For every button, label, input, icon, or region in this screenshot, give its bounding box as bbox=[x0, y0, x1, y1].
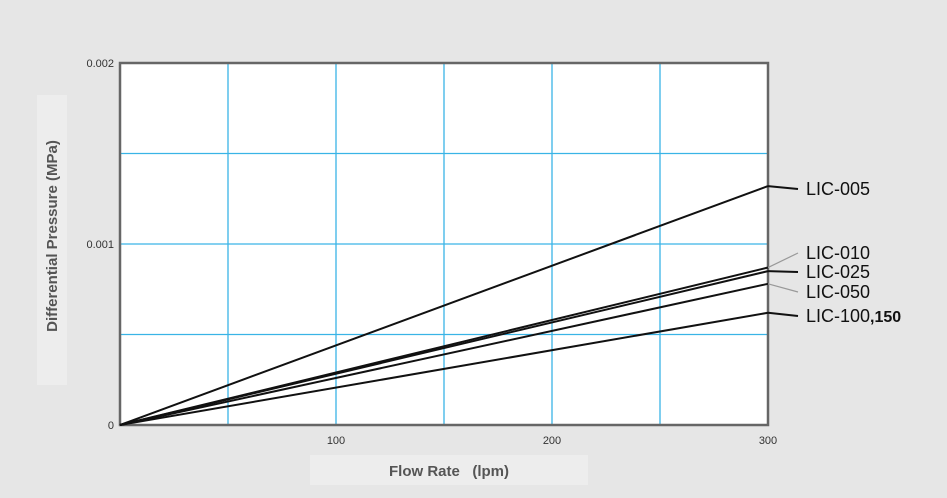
y-tick-label: 0.002 bbox=[86, 58, 114, 70]
series-label-leader bbox=[767, 185, 799, 190]
series-line bbox=[119, 185, 769, 426]
series-label: LIC-010 bbox=[806, 243, 870, 263]
y-tick-label: 0.001 bbox=[86, 239, 114, 251]
x-axis-label: Flow Rate (lpm) bbox=[389, 463, 509, 480]
x-tick-label: 100 bbox=[327, 435, 345, 447]
x-tick-label: 300 bbox=[759, 435, 777, 447]
series-label-leader bbox=[767, 311, 799, 317]
series-label: LIC-050 bbox=[806, 282, 870, 302]
series-label-leader bbox=[767, 252, 799, 269]
series-label: LIC-100,150 bbox=[806, 306, 901, 326]
grid bbox=[120, 63, 768, 425]
series-label: LIC-025 bbox=[806, 262, 870, 282]
series bbox=[119, 185, 769, 426]
series-line bbox=[119, 270, 769, 426]
x-axis-label-band bbox=[310, 455, 588, 485]
tick-labels: 100 200 300 0 0.001 0.002 bbox=[86, 58, 777, 447]
plot-frame bbox=[118, 61, 770, 427]
series-label: LIC-005 bbox=[806, 179, 870, 199]
series-label-leader bbox=[767, 283, 799, 293]
y-tick-label: 0 bbox=[108, 420, 114, 432]
x-tick-label: 200 bbox=[543, 435, 561, 447]
y-axis-label-band bbox=[37, 95, 67, 385]
series-line bbox=[119, 282, 769, 426]
series-line bbox=[119, 311, 769, 426]
y-axis-label: Differential Pressure (MPa) bbox=[44, 140, 61, 332]
series-label-leader bbox=[767, 270, 799, 273]
